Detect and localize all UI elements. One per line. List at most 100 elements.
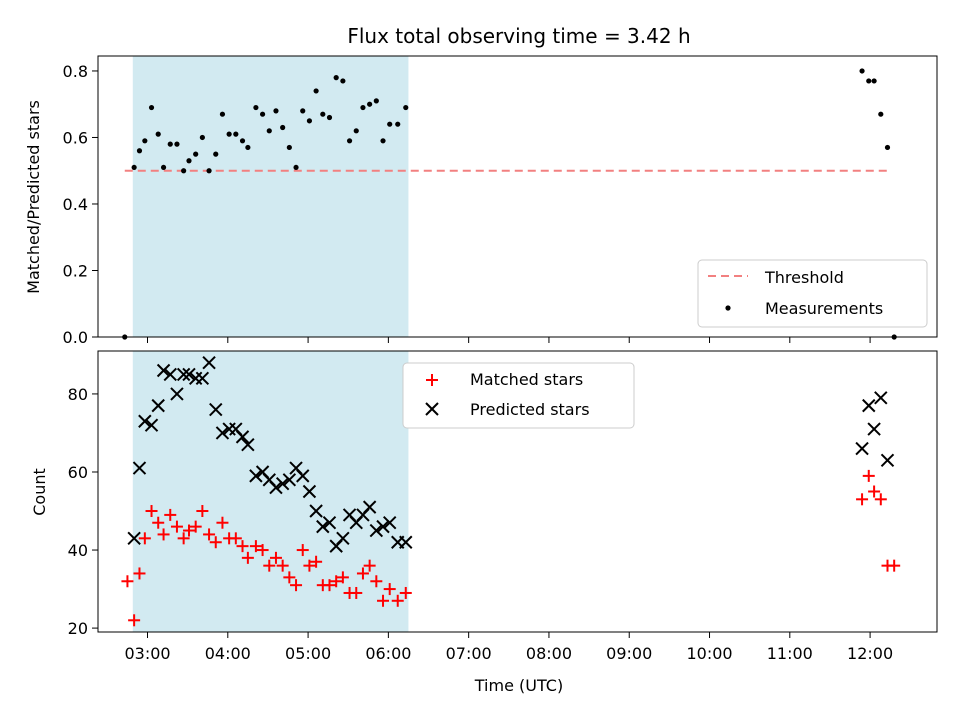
- matched-stars-point: [263, 559, 276, 572]
- predicted-stars-point: [127, 531, 141, 546]
- matched-stars-point: [138, 532, 151, 545]
- matched-stars-point: [363, 559, 376, 572]
- legend-measurements-swatch: [725, 305, 731, 311]
- x-tick-label: 12:00: [847, 644, 893, 663]
- matched-stars-point: [145, 505, 158, 518]
- y-tick-label: 0.8: [63, 62, 88, 81]
- measurement-point: [193, 151, 199, 157]
- measurement-point: [160, 164, 167, 171]
- bottom-shaded-interval: [132, 351, 409, 632]
- matched-stars-point: [862, 469, 875, 482]
- predicted-stars-point: [151, 398, 165, 413]
- measurement-point: [167, 141, 173, 147]
- predicted-stars-point: [874, 391, 888, 405]
- matched-stars-point: [399, 586, 412, 599]
- x-tick-label: 08:00: [526, 644, 572, 663]
- matched-stars-point: [330, 575, 343, 588]
- predicted-stars-point: [269, 480, 283, 495]
- legend-predicted-label: Predicted stars: [470, 400, 590, 419]
- measurement-point: [395, 121, 401, 127]
- x-tick-label: 05:00: [285, 644, 331, 663]
- matched-stars-point: [310, 555, 323, 568]
- matched-stars-point: [391, 594, 404, 607]
- y-tick-label: 20: [68, 619, 88, 638]
- predicted-stars-point: [144, 418, 159, 432]
- predicted-stars-point: [867, 422, 881, 436]
- count-points: [121, 356, 901, 627]
- top-legend-box: [697, 259, 928, 328]
- matched-stars-point: [336, 571, 349, 584]
- predicted-stars-point: [132, 461, 147, 475]
- measurement-point: [866, 78, 872, 84]
- measurement-point: [326, 114, 333, 121]
- predicted-stars-point: [275, 476, 290, 491]
- matched-stars-point: [164, 508, 177, 521]
- measurement-point: [245, 144, 251, 151]
- predicted-stars-point: [322, 516, 337, 530]
- measurement-point: [353, 128, 359, 134]
- measurement-point: [313, 88, 319, 94]
- matched-stars-point: [276, 559, 289, 572]
- matched-stars-point: [196, 505, 209, 518]
- measurement-point: [306, 118, 313, 124]
- matched-stars-point: [189, 520, 202, 533]
- predicted-stars-point: [316, 519, 330, 534]
- measurement-point: [333, 75, 339, 81]
- predicted-stars-point: [176, 367, 191, 382]
- y-tick-label: 60: [68, 463, 88, 482]
- x-tick-label: 09:00: [606, 644, 652, 663]
- bottom-y-ticks: 20 40 60 80: [68, 385, 98, 638]
- legend-predicted-swatch: [425, 402, 439, 416]
- measurement-point: [226, 131, 232, 137]
- matched-stars-point: [370, 575, 383, 588]
- top-x-ticks: [147, 337, 871, 343]
- y-tick-label: 0.0: [63, 328, 88, 347]
- matched-stars-point: [182, 524, 195, 537]
- matched-stars-point: [128, 614, 141, 627]
- predicted-stars-point: [241, 437, 255, 452]
- measurement-point: [280, 124, 286, 131]
- legend-matched-label: Matched stars: [470, 370, 583, 389]
- measurement-points: [122, 68, 897, 340]
- x-axis-label: Time (UTC): [474, 676, 563, 695]
- matched-stars-point: [157, 528, 170, 541]
- matched-stars-point: [203, 528, 216, 541]
- legend-threshold-label: Threshold: [764, 268, 844, 287]
- bottom-legend: Matched stars Predicted stars: [402, 362, 635, 429]
- measurement-point: [253, 104, 259, 111]
- measurement-point: [266, 128, 272, 134]
- measurement-point: [293, 164, 299, 171]
- matched-stars-point: [383, 583, 396, 596]
- measurement-point: [878, 111, 884, 117]
- matched-stars-point: [209, 536, 222, 549]
- measurement-point: [859, 68, 865, 74]
- top-shaded-interval: [132, 56, 409, 337]
- predicted-stars-point: [855, 441, 869, 456]
- measurement-point: [181, 168, 187, 174]
- predicted-stars-point: [302, 484, 317, 499]
- predicted-stars-point: [383, 516, 397, 530]
- measurement-point: [884, 144, 891, 151]
- measurement-point: [186, 158, 192, 164]
- predicted-stars-point: [215, 426, 230, 440]
- matched-stars-point: [296, 544, 309, 557]
- measurement-point: [346, 138, 353, 144]
- measurement-point: [360, 104, 366, 111]
- predicted-stars-point: [195, 371, 210, 386]
- y-tick-label: 0.6: [63, 128, 88, 147]
- matched-stars-point: [350, 586, 363, 599]
- legend-matched-swatch: [426, 374, 438, 386]
- matched-stars-point: [303, 559, 316, 572]
- y-tick-label: 80: [68, 385, 88, 404]
- top-y-ticks: 0.0 0.2 0.4 0.6 0.8: [63, 62, 98, 347]
- measurement-point: [148, 104, 155, 111]
- matched-stars-point: [874, 493, 887, 506]
- measurement-point: [206, 168, 212, 174]
- bottom-x-ticks: 03:00 04:00 05:00 06:00 07:00 08:00 09:00 10:00…: [124, 632, 893, 663]
- measurement-point: [213, 151, 219, 157]
- measurement-point: [300, 108, 306, 114]
- predicted-stars-point: [182, 367, 196, 382]
- measurement-point: [367, 101, 373, 107]
- y-tick-label: 40: [68, 541, 88, 560]
